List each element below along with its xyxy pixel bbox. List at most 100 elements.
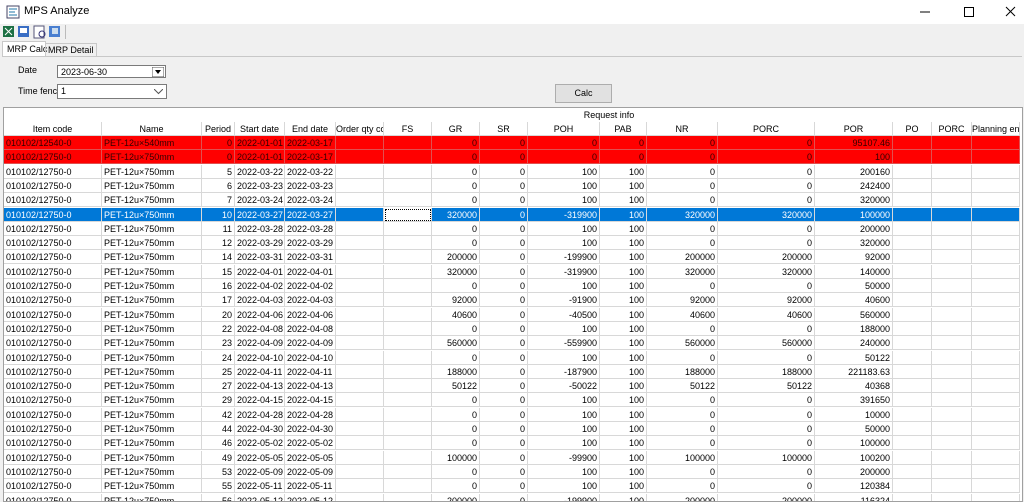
- grid-cell[interactable]: PET-12u×750mm: [102, 308, 202, 322]
- grid-cell[interactable]: 188000: [815, 322, 893, 336]
- empty-cell[interactable]: [384, 351, 432, 365]
- grid-cell[interactable]: 53: [202, 465, 235, 479]
- empty-cell[interactable]: [972, 293, 1020, 307]
- grid-cell[interactable]: 2022-03-17: [285, 136, 336, 150]
- empty-cell[interactable]: [336, 494, 384, 502]
- grid-cell[interactable]: 2022-03-22: [285, 165, 336, 179]
- grid-cell[interactable]: 188000: [718, 365, 815, 379]
- grid-cell[interactable]: 2022-04-30: [285, 422, 336, 436]
- empty-cell[interactable]: [932, 208, 972, 222]
- empty-cell[interactable]: [972, 479, 1020, 493]
- empty-cell[interactable]: [972, 308, 1020, 322]
- grid-cell[interactable]: 2022-04-02: [235, 279, 285, 293]
- empty-cell[interactable]: [893, 365, 932, 379]
- grid-cell[interactable]: 188000: [432, 365, 480, 379]
- grid-cell[interactable]: 188000: [647, 365, 718, 379]
- grid-cell[interactable]: 010102/12750-0: [4, 451, 102, 465]
- grid-cell[interactable]: 0: [480, 393, 528, 407]
- grid-cell[interactable]: 2022-01-01: [235, 136, 285, 150]
- empty-cell[interactable]: [336, 179, 384, 193]
- grid-cell[interactable]: 0: [202, 150, 235, 164]
- grid-cell[interactable]: 92000: [647, 293, 718, 307]
- empty-cell[interactable]: [972, 393, 1020, 407]
- grid-cell[interactable]: 100: [528, 322, 600, 336]
- grid-cell[interactable]: 0: [432, 150, 480, 164]
- grid-cell[interactable]: 44: [202, 422, 235, 436]
- grid-cell[interactable]: 010102/12750-0: [4, 436, 102, 450]
- grid-cell[interactable]: 0: [718, 465, 815, 479]
- grid-cell[interactable]: 0: [432, 479, 480, 493]
- grid-cell[interactable]: 0: [718, 322, 815, 336]
- empty-cell[interactable]: [972, 236, 1020, 250]
- grid-cell[interactable]: 42: [202, 408, 235, 422]
- empty-cell[interactable]: [893, 222, 932, 236]
- empty-cell[interactable]: [384, 465, 432, 479]
- grid-cell[interactable]: 0: [647, 422, 718, 436]
- grid-cell[interactable]: 010102/12750-0: [4, 179, 102, 193]
- grid-cell[interactable]: 0: [647, 465, 718, 479]
- empty-cell[interactable]: [893, 465, 932, 479]
- grid-cell[interactable]: 2022-04-03: [285, 293, 336, 307]
- grid-cell[interactable]: 100: [600, 365, 647, 379]
- grid-cell[interactable]: 2022-01-01: [235, 150, 285, 164]
- empty-cell[interactable]: [893, 379, 932, 393]
- grid-cell[interactable]: 100: [600, 351, 647, 365]
- empty-cell[interactable]: [336, 465, 384, 479]
- grid-cell[interactable]: 0: [718, 422, 815, 436]
- empty-cell[interactable]: [932, 393, 972, 407]
- grid-cell[interactable]: 0: [647, 279, 718, 293]
- empty-cell[interactable]: [972, 193, 1020, 207]
- grid-cell[interactable]: 0: [432, 222, 480, 236]
- grid-cell[interactable]: 0: [718, 236, 815, 250]
- empty-cell[interactable]: [972, 150, 1020, 164]
- grid-cell[interactable]: -199900: [528, 494, 600, 502]
- grid-cell[interactable]: 2022-04-15: [235, 393, 285, 407]
- empty-cell[interactable]: [336, 308, 384, 322]
- grid-cell[interactable]: 100: [600, 222, 647, 236]
- empty-cell[interactable]: [972, 465, 1020, 479]
- grid-cell[interactable]: 0: [480, 150, 528, 164]
- empty-cell[interactable]: [972, 179, 1020, 193]
- grid-cell[interactable]: 2022-03-28: [235, 222, 285, 236]
- empty-cell[interactable]: [384, 322, 432, 336]
- empty-cell[interactable]: [932, 494, 972, 502]
- empty-cell[interactable]: [972, 494, 1020, 502]
- grid-cell[interactable]: 100: [600, 279, 647, 293]
- grid-cell[interactable]: 0: [647, 436, 718, 450]
- empty-cell[interactable]: [384, 451, 432, 465]
- grid-cell[interactable]: 50122: [815, 351, 893, 365]
- empty-cell[interactable]: [384, 179, 432, 193]
- grid-cell[interactable]: -91900: [528, 293, 600, 307]
- grid-cell[interactable]: 0: [480, 250, 528, 264]
- grid-cell[interactable]: 100: [600, 336, 647, 350]
- grid-cell[interactable]: -319900: [528, 265, 600, 279]
- grid-cell[interactable]: PET-12u×750mm: [102, 193, 202, 207]
- fence-combo[interactable]: 1: [57, 84, 167, 99]
- grid-cell[interactable]: PET-12u×750mm: [102, 165, 202, 179]
- grid-cell[interactable]: 2022-05-02: [285, 436, 336, 450]
- grid-cell[interactable]: -559900: [528, 336, 600, 350]
- grid-cell[interactable]: 200000: [647, 250, 718, 264]
- grid-cell[interactable]: 10: [202, 208, 235, 222]
- empty-cell[interactable]: [932, 179, 972, 193]
- grid-cell[interactable]: PET-12u×750mm: [102, 494, 202, 502]
- grid-cell[interactable]: 2022-04-28: [285, 408, 336, 422]
- grid-cell[interactable]: PET-12u×750mm: [102, 322, 202, 336]
- grid-cell[interactable]: 0: [480, 336, 528, 350]
- grid-cell[interactable]: 320000: [432, 265, 480, 279]
- grid-cell[interactable]: 0: [480, 322, 528, 336]
- grid-cell[interactable]: 2022-03-31: [235, 250, 285, 264]
- grid-cell[interactable]: 2022-05-05: [285, 451, 336, 465]
- grid-cell[interactable]: 92000: [432, 293, 480, 307]
- window-controls[interactable]: [910, 4, 1020, 20]
- grid-cell[interactable]: 100: [600, 379, 647, 393]
- grid-cell[interactable]: 0: [432, 393, 480, 407]
- empty-cell[interactable]: [932, 379, 972, 393]
- grid-cell[interactable]: 010102/12750-0: [4, 208, 102, 222]
- tab-active[interactable]: MRP Calc: [2, 41, 46, 57]
- empty-cell[interactable]: [893, 279, 932, 293]
- empty-cell[interactable]: [893, 322, 932, 336]
- grid-cell[interactable]: 0: [432, 279, 480, 293]
- grid-cell[interactable]: 0: [480, 379, 528, 393]
- empty-cell[interactable]: [336, 265, 384, 279]
